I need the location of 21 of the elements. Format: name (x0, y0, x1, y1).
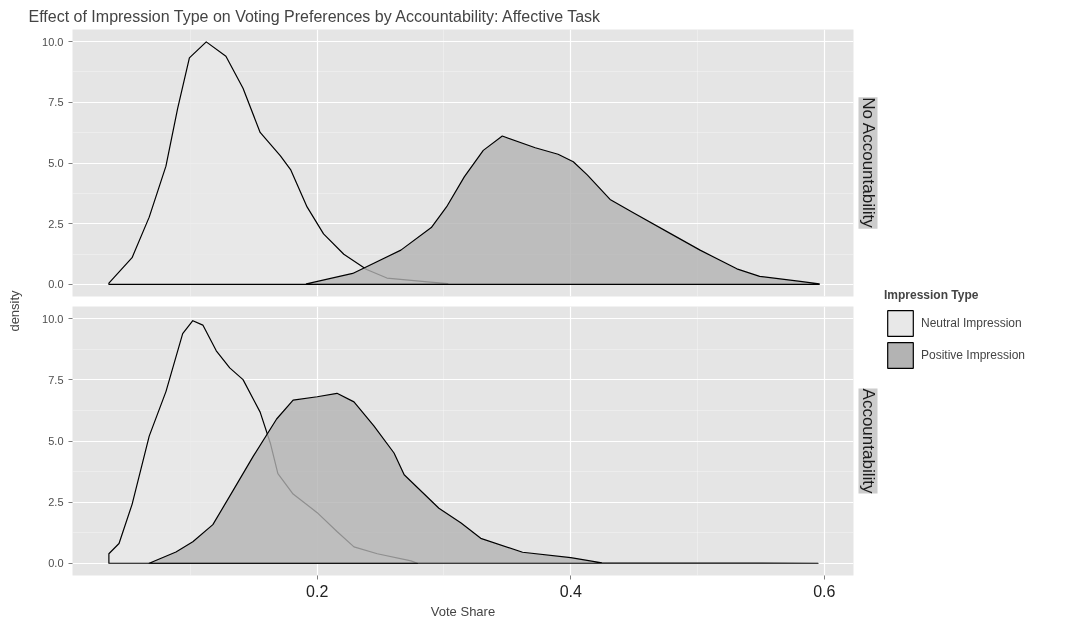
y-tick-label: 7.5 (48, 373, 64, 386)
y-tick-label: 10.0 (42, 312, 64, 325)
legend-label: Positive Impression (921, 348, 1026, 362)
y-tick-label: 5.0 (48, 157, 64, 169)
legend-label: Neutral Impression (921, 316, 1022, 330)
y-tick-label: 10.0 (42, 35, 64, 48)
y-tick-label: 0.0 (48, 278, 64, 291)
y-tick-label: 2.5 (48, 217, 64, 230)
y-tick-label: 2.5 (48, 496, 64, 509)
x-tick-label: 0.2 (306, 582, 329, 600)
chart-title: Effect of Impression Type on Voting Preferences by Accountability: Affective Task (28, 7, 602, 25)
x-tick-label: 0.4 (559, 582, 582, 600)
x-tick-label: 0.6 (813, 582, 836, 600)
text: No Accountability (858, 97, 878, 229)
y-axis-title: density (7, 289, 23, 332)
y-tick-label: 0.0 (48, 557, 64, 570)
text: Accountability (858, 388, 878, 494)
y-tick-label: 5.0 (48, 435, 64, 447)
legend-title: Impression Type (884, 288, 980, 302)
y-tick-label: 7.5 (48, 96, 64, 109)
x-axis-title: Vote Share (430, 603, 496, 619)
